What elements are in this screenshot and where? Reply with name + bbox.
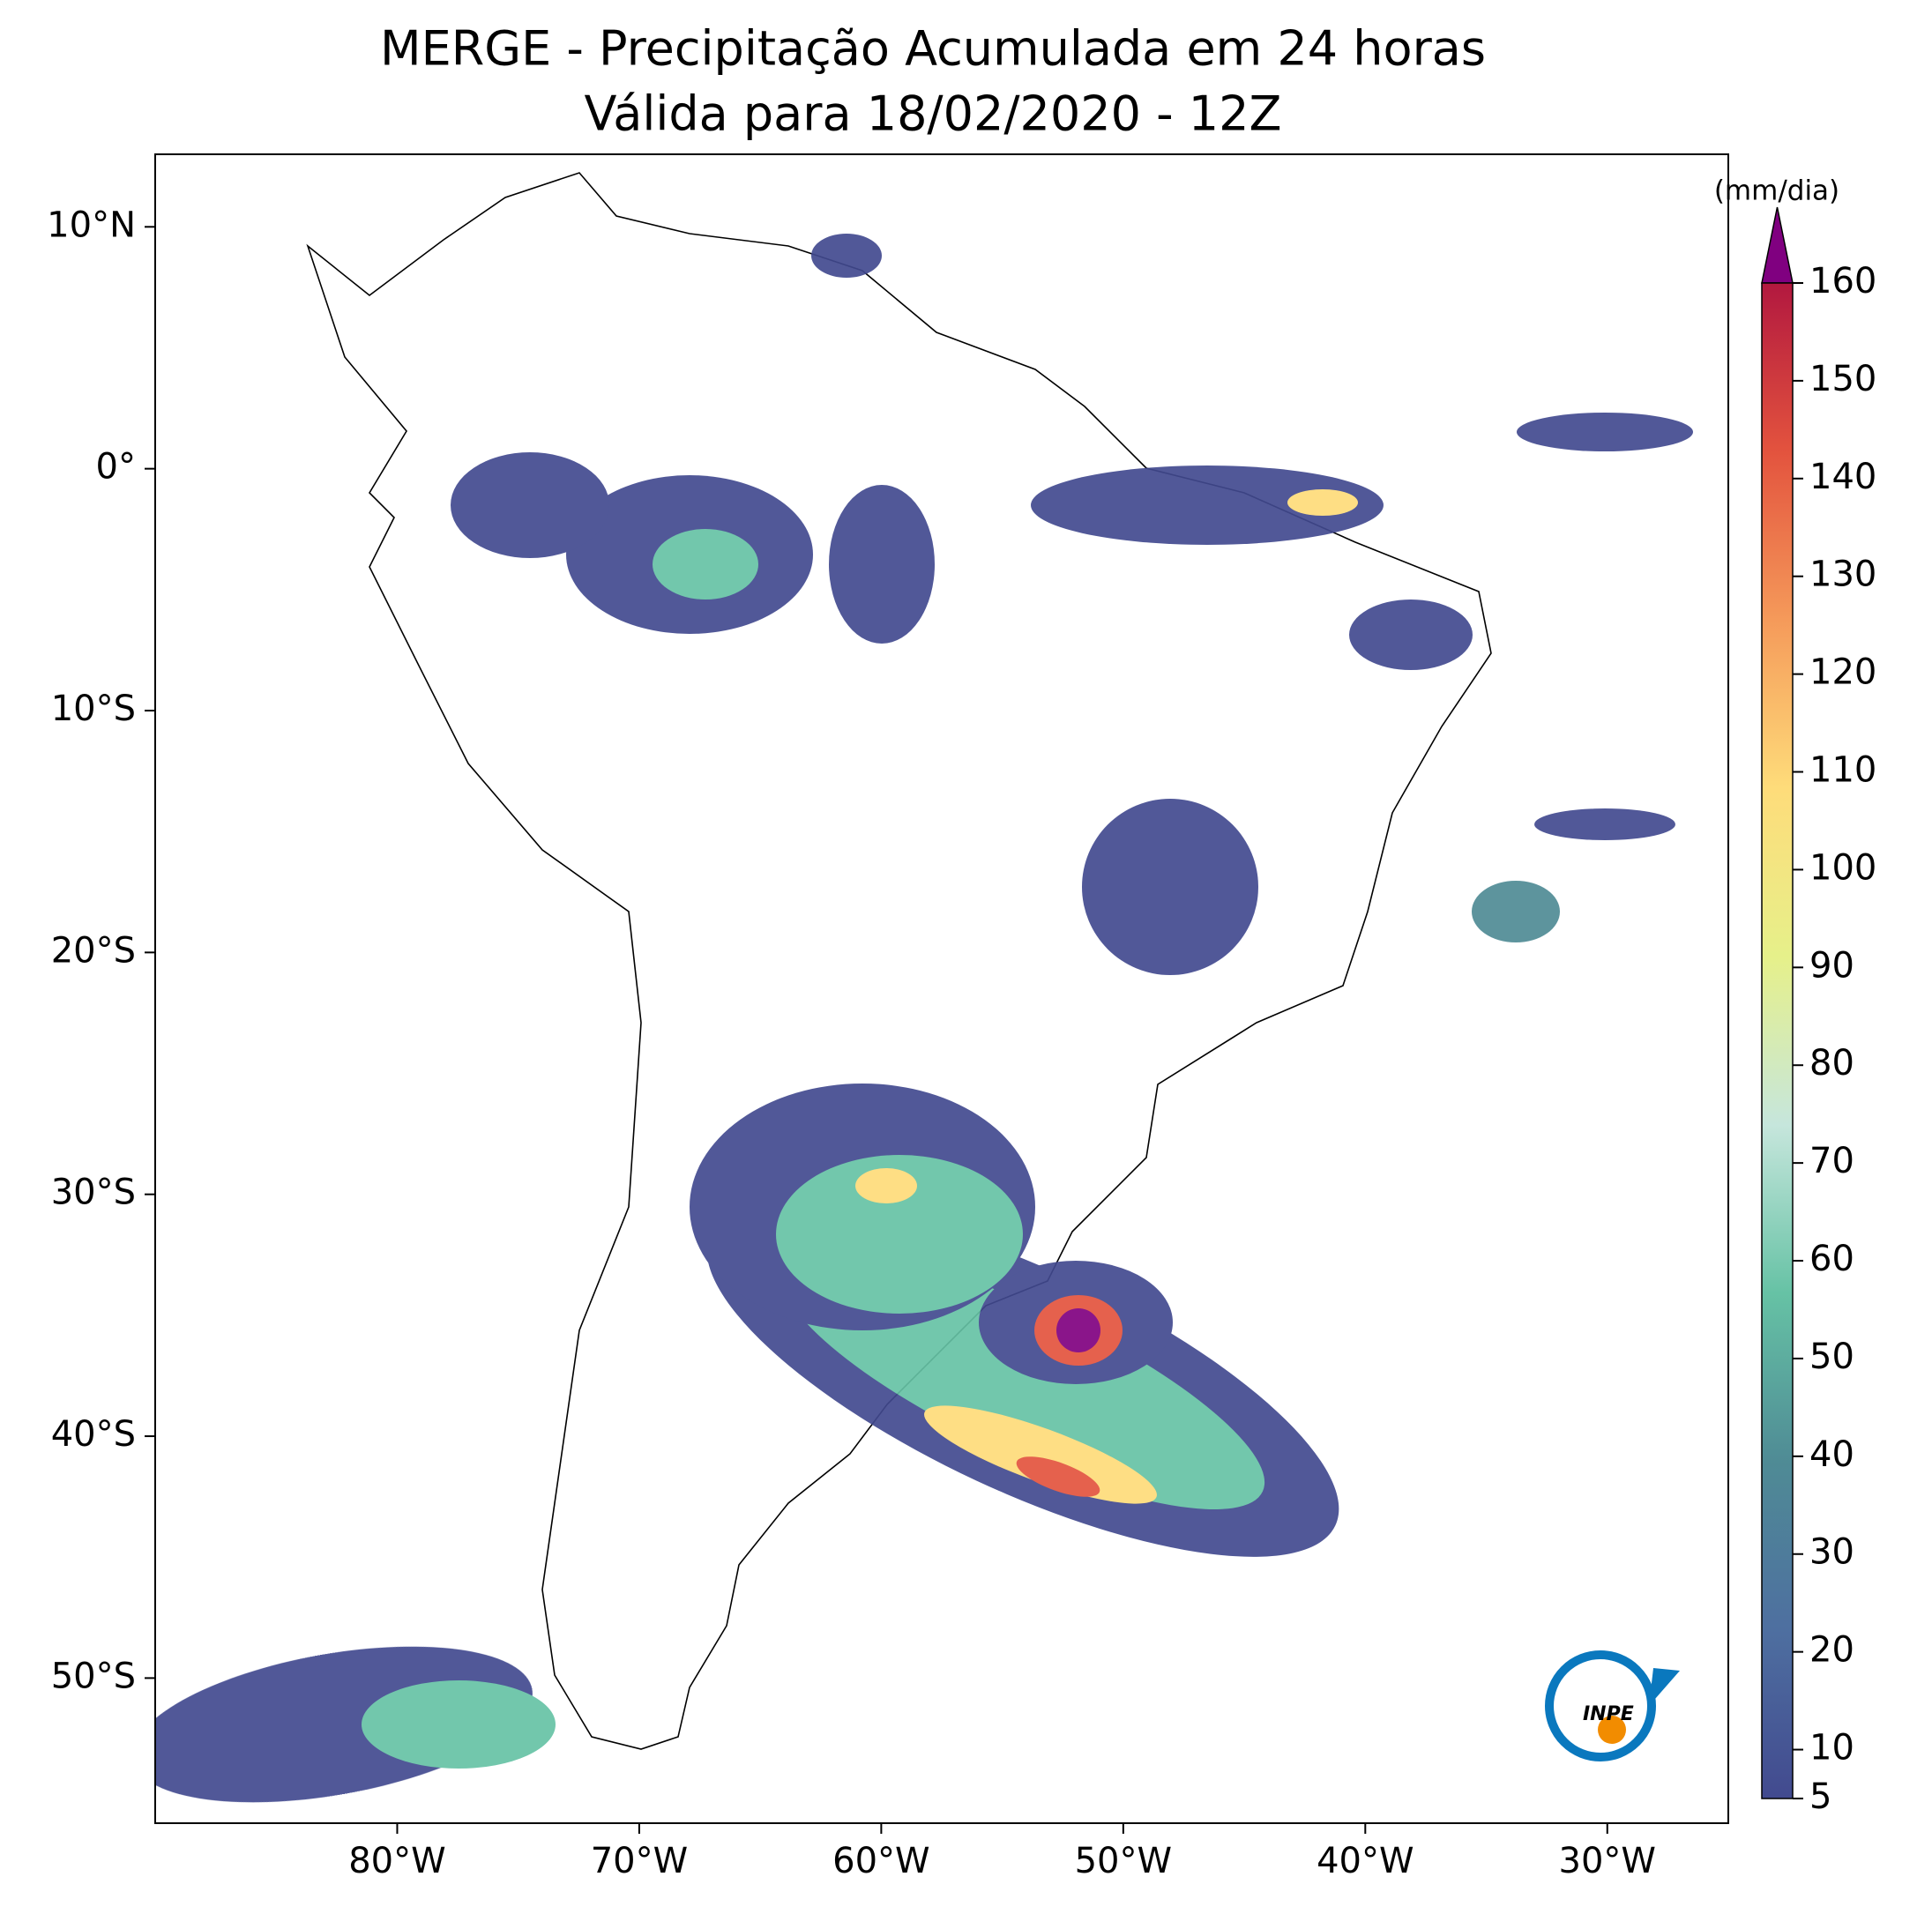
colorbar-tick-label: 70: [1809, 1141, 1854, 1181]
map-area: [155, 172, 1693, 1803]
colorbar-tick-label: 60: [1809, 1239, 1854, 1279]
y-tick-label: 10°S: [51, 689, 136, 729]
x-tick-label: 60°W: [832, 1841, 929, 1881]
logo: INPE: [1545, 1650, 1680, 1761]
colorbar-tick-label: 50: [1809, 1337, 1854, 1377]
x-tick-label: 40°W: [1317, 1841, 1414, 1881]
y-tick-label: 50°S: [51, 1656, 136, 1696]
map-frame: [154, 153, 1729, 1824]
colorbar-tick-label: 40: [1809, 1434, 1854, 1475]
colorbar-tick-label: 140: [1809, 457, 1876, 497]
colorbar-tick-label: 80: [1809, 1043, 1854, 1084]
y-tick-label: 20°S: [51, 930, 136, 971]
colorbar-tick-label: 120: [1809, 652, 1876, 693]
colorbar-tick-label: 100: [1809, 847, 1876, 888]
colorbar-label: (mm/dia): [1714, 175, 1839, 207]
x-tick-label: 70°W: [591, 1841, 688, 1881]
colorbar-extension: [1761, 206, 1794, 284]
colorbar-tick-label: 130: [1809, 555, 1876, 595]
colorbar-tick-label: 160: [1809, 261, 1876, 302]
y-tick-label: 30°S: [51, 1173, 136, 1213]
colorbar-tick-label: 110: [1809, 750, 1876, 791]
x-tick-label: 50°W: [1075, 1841, 1172, 1881]
y-tick-label: 40°S: [51, 1414, 136, 1455]
colorbar-tick-label: 90: [1809, 945, 1854, 986]
x-tick-label: 80°W: [348, 1841, 445, 1881]
title-line: Válida para 18/02/2020 - 12Z: [585, 86, 1282, 142]
y-tick-label: 10°N: [47, 205, 136, 245]
precipitation: [155, 234, 1693, 1803]
x-tick-label: 30°W: [1559, 1841, 1656, 1881]
title-line: MERGE - Precipitação Acumulada em 24 hor…: [380, 21, 1486, 77]
colorbar-tick-label: 10: [1809, 1728, 1854, 1769]
logo-text: INPE: [1583, 1703, 1634, 1725]
y-tick-label: 0°: [96, 447, 136, 488]
colorbar-tick-label: 150: [1809, 359, 1876, 399]
colorbar-tick-label: 30: [1809, 1532, 1854, 1573]
colorbar-tick-label: 5: [1809, 1776, 1831, 1817]
colorbar-tick-label: 20: [1809, 1630, 1854, 1671]
colorbar: [1761, 282, 1794, 1799]
